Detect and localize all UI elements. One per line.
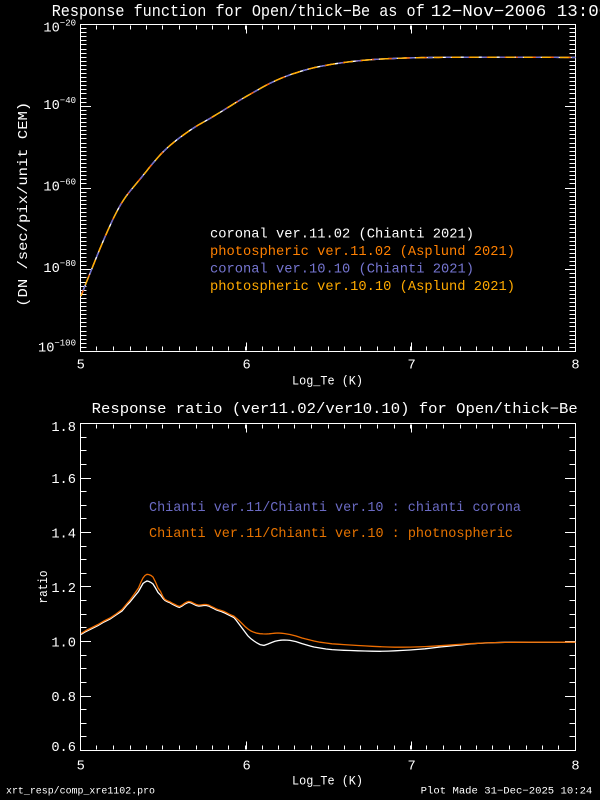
svg-text:Response ratio (ver11.02/ver10: Response ratio (ver11.02/ver10.10) for O… [92, 402, 578, 418]
svg-text:8: 8 [571, 760, 579, 775]
svg-text:photospheric ver.11.02 (Asplun: photospheric ver.11.02 (Asplund 2021) [210, 245, 515, 260]
svg-text:photospheric ver.10.10 (Asplun: photospheric ver.10.10 (Asplund 2021) [210, 280, 515, 295]
svg-text:8: 8 [571, 359, 579, 374]
svg-text:5: 5 [77, 760, 85, 775]
svg-text:6: 6 [242, 359, 250, 374]
svg-text:10: 10 [38, 342, 54, 357]
svg-text:1.2: 1.2 [51, 582, 76, 597]
svg-text:−60: −60 [60, 176, 76, 187]
svg-text:−100: −100 [54, 338, 76, 349]
svg-text:1.8: 1.8 [51, 421, 76, 436]
svg-text:(DN /sec/pix/unit CEM): (DN /sec/pix/unit CEM) [17, 102, 32, 307]
svg-text:coronal ver.10.10 (Chianti 202: coronal ver.10.10 (Chianti 2021) [210, 263, 474, 278]
svg-text:Chianti ver.11/Chianti ver.10: Chianti ver.11/Chianti ver.10 : photnosp… [149, 527, 513, 542]
svg-text:7: 7 [407, 760, 415, 775]
svg-text:1.0: 1.0 [51, 637, 76, 652]
svg-text:10: 10 [43, 21, 59, 36]
svg-text:coronal ver.11.02 (Chianti 202: coronal ver.11.02 (Chianti 2021) [210, 228, 474, 243]
svg-text:Response function for Open/thi: Response function for Open/thick−Be as o… [52, 2, 425, 21]
svg-text:6: 6 [242, 760, 250, 775]
svg-text:Plot Made 31−Dec−2025 10:24: Plot Made 31−Dec−2025 10:24 [421, 786, 593, 798]
svg-text:10: 10 [43, 262, 59, 277]
svg-text:10: 10 [43, 180, 59, 195]
svg-text:−20: −20 [60, 17, 76, 28]
svg-text:Log_Te (K): Log_Te (K) [292, 774, 363, 789]
svg-text:10: 10 [43, 99, 59, 114]
svg-text:ratio: ratio [36, 571, 51, 604]
svg-text:0.8: 0.8 [51, 691, 76, 706]
svg-text:1.6: 1.6 [51, 473, 76, 488]
svg-text:−80: −80 [60, 258, 76, 269]
svg-text:−40: −40 [60, 95, 76, 106]
svg-text:Log_Te (K): Log_Te (K) [292, 374, 363, 389]
svg-text:7: 7 [407, 359, 415, 374]
svg-text:xrt_resp/comp_xre1102.pro: xrt_resp/comp_xre1102.pro [6, 786, 155, 798]
svg-text:1.4: 1.4 [51, 528, 76, 543]
svg-text:12−Nov−2006 13:00: 12−Nov−2006 13:00 [431, 2, 600, 21]
svg-text:0.6: 0.6 [51, 741, 76, 756]
svg-text:Chianti ver.11/Chianti ver.10: Chianti ver.11/Chianti ver.10 : chianti … [149, 501, 521, 516]
svg-text:5: 5 [77, 359, 85, 374]
